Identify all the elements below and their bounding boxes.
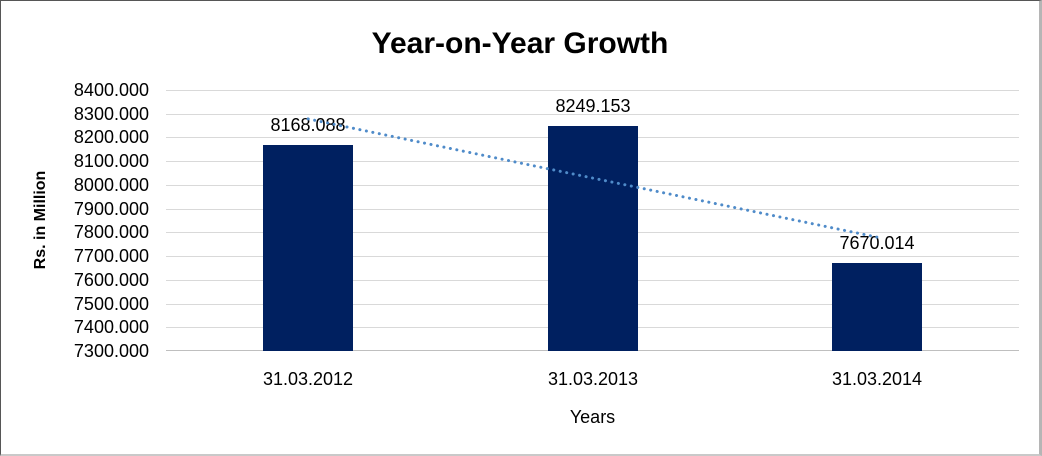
x-tick-label: 31.03.2014 bbox=[831, 369, 923, 389]
y-tick-label: 7700.000 bbox=[73, 246, 149, 266]
y-tick-label: 8000.000 bbox=[73, 175, 149, 195]
bar bbox=[832, 263, 922, 351]
x-axis-tick-labels: 31.03.2012 31.03.2013 31.03.2014 bbox=[166, 368, 1019, 390]
y-tick-label: 7900.000 bbox=[73, 199, 149, 219]
x-tick-label: 31.03.2012 bbox=[262, 369, 354, 389]
plot-area: 8168.088 8249.153 7670.014 bbox=[166, 90, 1019, 351]
y-axis-tick-labels: 8400.000 8300.000 8200.000 8100.000 8000.000… bbox=[1, 80, 149, 361]
y-tick-label: 7600.000 bbox=[73, 270, 149, 290]
y-tick-label: 8200.000 bbox=[73, 127, 149, 147]
bar bbox=[548, 126, 638, 351]
y-tick-label: 8300.000 bbox=[73, 104, 149, 124]
gridline bbox=[166, 114, 1019, 115]
y-tick-label: 7300.000 bbox=[73, 341, 149, 361]
bar-value-label: 8249.153 bbox=[555, 96, 631, 116]
x-tick-label: 31.03.2013 bbox=[547, 369, 639, 389]
y-tick-label: 8400.000 bbox=[73, 80, 149, 100]
bar-value-label: 8168.088 bbox=[270, 115, 346, 135]
y-tick-label: 7800.000 bbox=[73, 222, 149, 242]
chart-title: Year-on-Year Growth bbox=[371, 27, 669, 60]
y-tick-label: 7500.000 bbox=[73, 294, 149, 314]
gridline bbox=[166, 90, 1019, 91]
y-tick-label: 7400.000 bbox=[73, 317, 149, 337]
x-axis-title: Years bbox=[569, 407, 616, 427]
y-tick-label: 8100.000 bbox=[73, 151, 149, 171]
bar-value-label: 7670.014 bbox=[839, 233, 915, 253]
bar bbox=[263, 145, 353, 351]
